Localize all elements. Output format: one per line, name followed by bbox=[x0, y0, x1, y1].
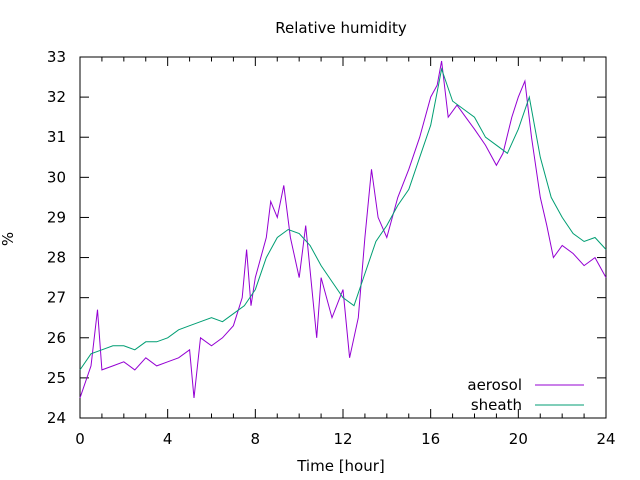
series-line-sheath bbox=[79, 67, 607, 371]
axis-ticks: 0 4 8 12 16 20 24 24 25 26 27 28 29 30 31 32 33 bbox=[47, 48, 616, 448]
legend: aerosol sheath bbox=[467, 376, 584, 414]
y-tick-label: 24 bbox=[47, 409, 66, 427]
x-tick-label: 8 bbox=[251, 430, 261, 448]
y-tick-label: 29 bbox=[47, 208, 66, 226]
series-line-aerosol bbox=[79, 60, 607, 399]
y-tick-label: 33 bbox=[47, 48, 66, 66]
x-tick-label: 24 bbox=[596, 430, 615, 448]
legend-label-sheath: sheath bbox=[471, 396, 522, 414]
y-tick-label: 28 bbox=[47, 249, 66, 267]
plot-frame bbox=[79, 56, 607, 419]
y-tick-label: 30 bbox=[47, 168, 66, 186]
series-group bbox=[79, 60, 607, 399]
y-tick-label: 25 bbox=[47, 369, 66, 387]
x-tick-label: 0 bbox=[75, 430, 85, 448]
chart-title: Relative humidity bbox=[275, 19, 407, 37]
y-tick-label: 26 bbox=[47, 329, 66, 347]
y-tick-label: 31 bbox=[47, 128, 66, 146]
y-tick-label: 32 bbox=[47, 88, 66, 106]
x-axis-label: Time [hour] bbox=[296, 457, 385, 475]
y-axis-label: % bbox=[0, 232, 17, 246]
x-tick-label: 12 bbox=[333, 430, 352, 448]
legend-label-aerosol: aerosol bbox=[467, 376, 522, 394]
x-tick-label: 4 bbox=[163, 430, 173, 448]
x-tick-label: 16 bbox=[421, 430, 440, 448]
y-tick-label: 27 bbox=[47, 289, 66, 307]
x-tick-label: 20 bbox=[509, 430, 528, 448]
